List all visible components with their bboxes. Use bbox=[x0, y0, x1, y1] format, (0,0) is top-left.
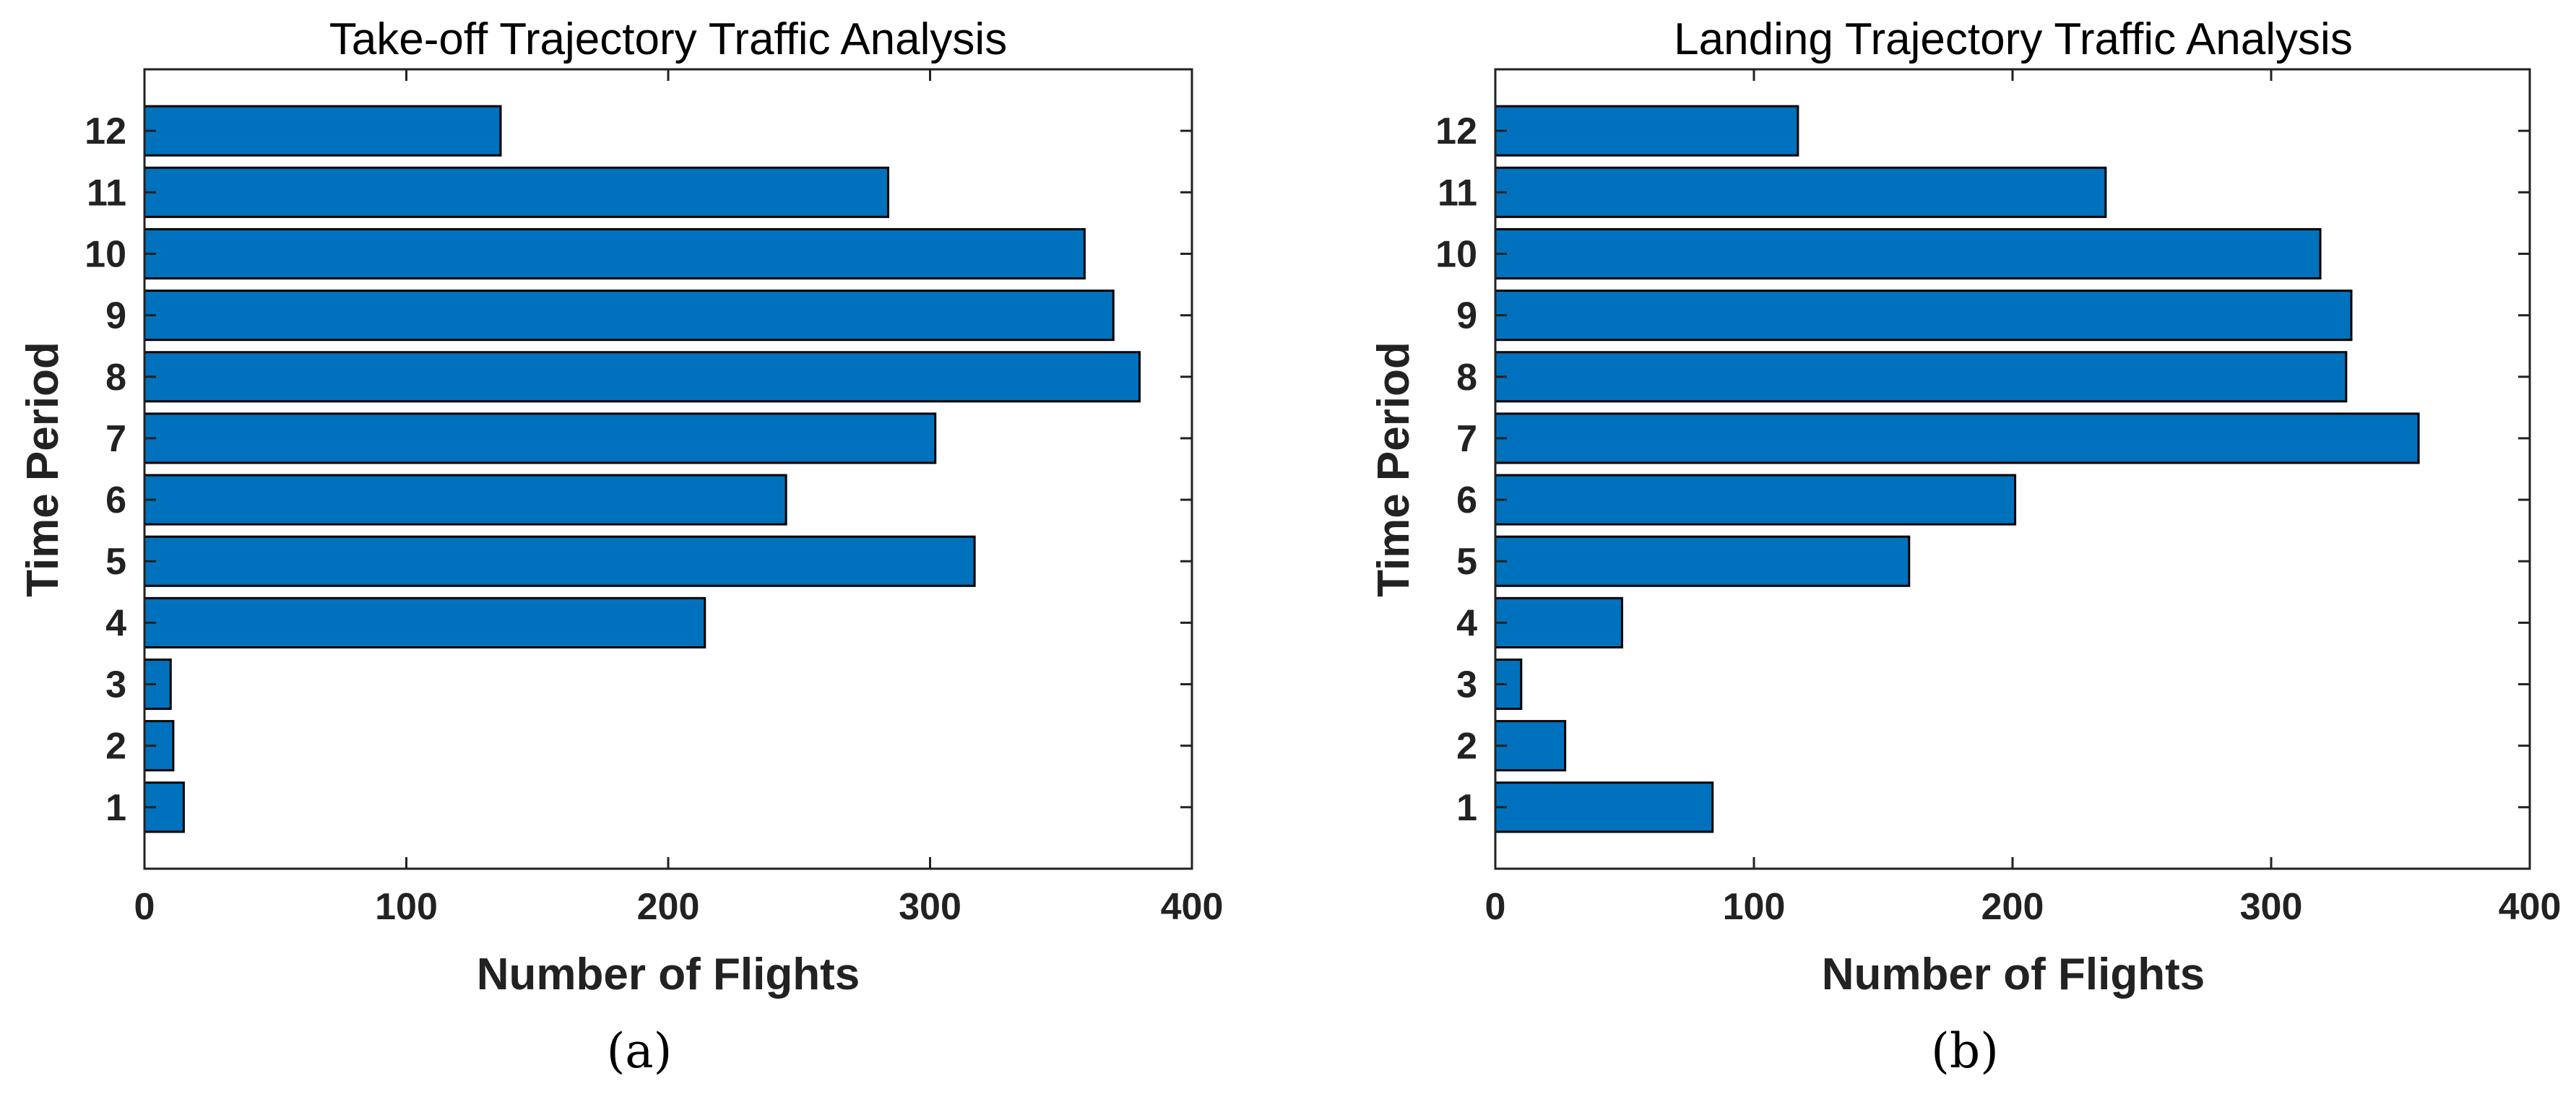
bar-period-8 bbox=[1494, 351, 2348, 403]
y-tick-label: 3 bbox=[1456, 664, 1477, 706]
subfigure-label: (a) bbox=[607, 1023, 673, 1079]
y-tick-label: 9 bbox=[1456, 295, 1477, 337]
y-tick-label: 6 bbox=[105, 479, 126, 521]
y-tick-label: 7 bbox=[1456, 418, 1477, 460]
bar-period-10 bbox=[1494, 227, 2322, 280]
y-axis-label: Time Period bbox=[1369, 342, 1419, 597]
bar-period-11 bbox=[143, 166, 889, 218]
bar-period-12 bbox=[143, 105, 502, 157]
y-tick-label: 2 bbox=[105, 726, 126, 768]
bar-period-5 bbox=[1494, 535, 1911, 587]
chart-title: Landing Trajectory Traffic Analysis bbox=[1674, 14, 2353, 64]
bar-period-12 bbox=[1494, 105, 1799, 157]
y-tick-label: 3 bbox=[105, 664, 126, 706]
bar-period-10 bbox=[143, 227, 1086, 280]
x-tick-label: 200 bbox=[1981, 886, 2044, 928]
x-tick-label: 400 bbox=[1161, 886, 1224, 928]
y-tick-label: 12 bbox=[1435, 110, 1477, 152]
y-tick-label: 1 bbox=[105, 787, 126, 829]
chart-title: Take-off Trajectory Traffic Analysis bbox=[329, 14, 1007, 64]
bar-period-2 bbox=[1494, 720, 1567, 772]
y-tick-label: 11 bbox=[1438, 172, 1477, 214]
y-tick-label: 2 bbox=[1456, 726, 1477, 768]
y-tick-label: 1 bbox=[1456, 787, 1477, 829]
y-tick-label: 12 bbox=[85, 110, 126, 152]
x-axis-label: Number of Flights bbox=[477, 950, 860, 999]
chart-takeoff: Take-off Trajectory Traffic Analysis 123… bbox=[18, 14, 1223, 1079]
y-tick-label: 8 bbox=[105, 357, 126, 399]
y-tick-label: 9 bbox=[105, 295, 126, 337]
y-tick-label: 10 bbox=[85, 233, 126, 275]
y-tick-label: 7 bbox=[105, 418, 126, 460]
y-axis-label: Time Period bbox=[18, 342, 68, 597]
y-tick-label: 5 bbox=[105, 541, 126, 583]
y-tick-label: 4 bbox=[105, 602, 126, 644]
bar-series bbox=[1494, 105, 2420, 833]
x-tick-label: 100 bbox=[1723, 886, 1786, 928]
y-tick-label: 8 bbox=[1456, 357, 1477, 399]
y-tick-label: 10 bbox=[1435, 233, 1477, 275]
bar-period-11 bbox=[1494, 166, 2107, 218]
x-tick-labels: 0 100 200 300 400 bbox=[1485, 886, 2562, 928]
bar-period-1 bbox=[1494, 781, 1714, 833]
y-tick-label: 4 bbox=[1456, 602, 1477, 644]
y-tick-label: 6 bbox=[1456, 479, 1477, 521]
bar-period-3 bbox=[1494, 658, 1523, 711]
bar-period-9 bbox=[143, 290, 1115, 342]
y-tick-label: 11 bbox=[87, 172, 126, 214]
tick-marks bbox=[1494, 69, 2531, 869]
bar-period-4 bbox=[1494, 596, 1623, 648]
bar-period-7 bbox=[1494, 412, 2420, 464]
subfigure-label: (b) bbox=[1931, 1023, 1999, 1079]
x-tick-label: 200 bbox=[637, 886, 700, 928]
bar-period-9 bbox=[1494, 290, 2353, 342]
bar-period-7 bbox=[143, 412, 937, 464]
x-tick-label: 400 bbox=[2499, 886, 2562, 928]
x-tick-label: 0 bbox=[134, 886, 155, 928]
bar-period-5 bbox=[143, 535, 976, 587]
bar-period-6 bbox=[143, 474, 787, 526]
x-tick-label: 300 bbox=[2240, 886, 2303, 928]
x-tick-label: 0 bbox=[1485, 886, 1506, 928]
x-tick-label: 100 bbox=[375, 886, 438, 928]
bar-period-8 bbox=[143, 351, 1141, 403]
x-tick-labels: 0 100 200 300 400 bbox=[134, 886, 1224, 928]
bar-series bbox=[143, 105, 1141, 833]
y-tick-label: 5 bbox=[1456, 541, 1477, 583]
x-axis-label: Number of Flights bbox=[1822, 950, 2205, 999]
bar-period-4 bbox=[143, 596, 706, 648]
chart-landing: Landing Trajectory Traffic Analysis 1234… bbox=[1369, 14, 2561, 1079]
tick-marks bbox=[143, 69, 1193, 869]
bar-period-6 bbox=[1494, 474, 2017, 526]
x-tick-label: 300 bbox=[899, 886, 961, 928]
